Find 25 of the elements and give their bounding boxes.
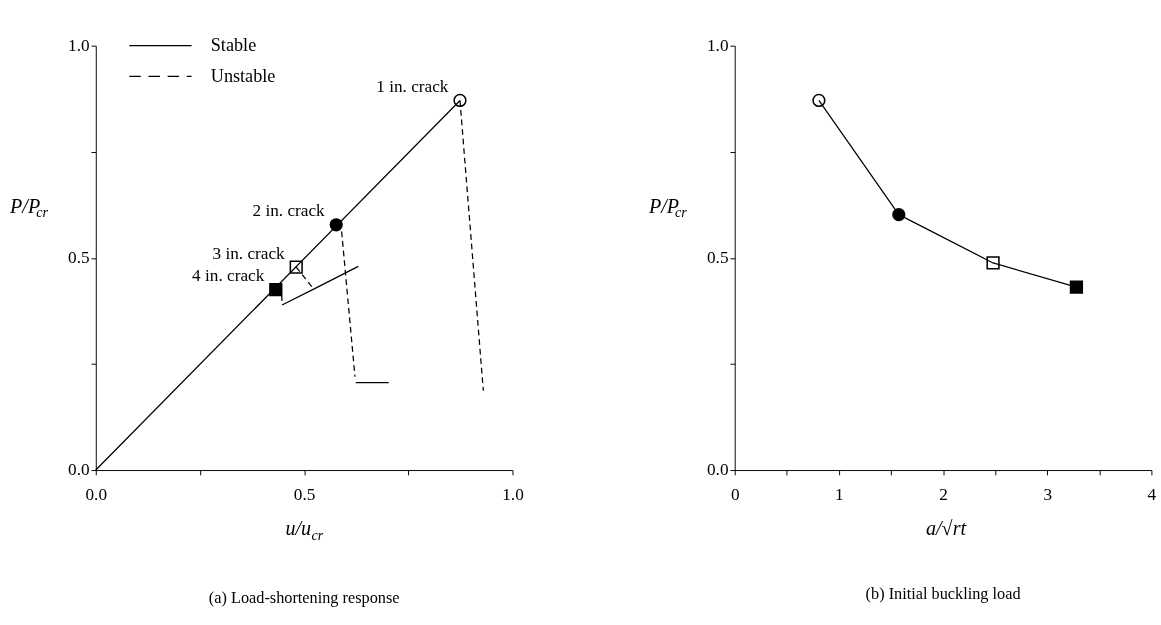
- y-tick-label: 0.0: [68, 460, 90, 480]
- x-tick-label: 1: [835, 485, 844, 505]
- x-tick-label: 0.0: [85, 485, 108, 505]
- text: (b) Initial buckling load: [865, 584, 1021, 604]
- x-tick-label: 0: [730, 485, 740, 505]
- text: (a) Load-shortening response: [208, 587, 400, 607]
- x-tick-label: 4: [1147, 485, 1157, 505]
- y-tick-label: 0.0: [706, 460, 729, 480]
- y-tick-label: 0.5: [706, 248, 729, 268]
- x-tick-label: 3: [1043, 485, 1053, 505]
- x-tick-label: 1.0: [502, 485, 524, 505]
- annotation: 2 in. crack: [252, 201, 326, 221]
- legend-label: Stable: [210, 35, 257, 56]
- x-axis-title: a/√rt: [925, 517, 967, 540]
- point: [812, 93, 826, 108]
- legend-label: Unstable: [210, 66, 276, 87]
- annotation: 1 in. crack: [376, 76, 449, 96]
- x-tick-label: 0.5: [293, 485, 316, 505]
- x-tick-label: 2: [939, 485, 948, 505]
- annotation: 3 in. crack: [212, 243, 286, 263]
- point: [1069, 280, 1084, 294]
- y-tick-label: 0.5: [68, 248, 90, 268]
- annotation: 4 in. crack: [192, 266, 265, 286]
- y-tick-label: 1.0: [68, 35, 90, 55]
- y-tick-label: 1.0: [706, 35, 729, 55]
